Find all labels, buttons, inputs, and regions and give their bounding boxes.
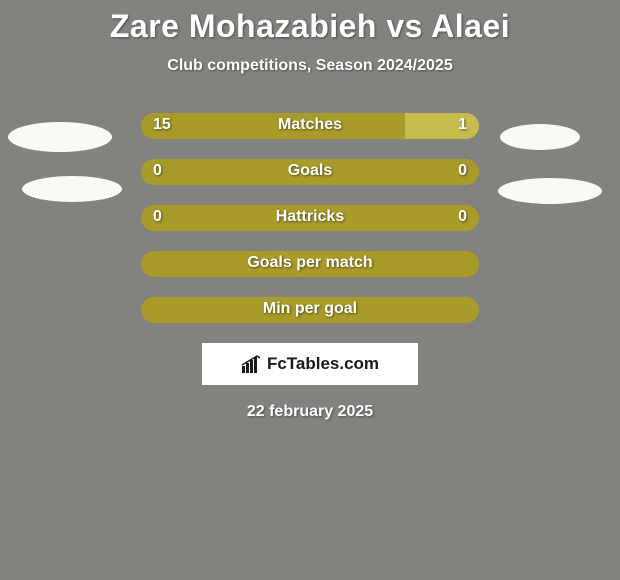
stat-value-right: 0 — [458, 162, 467, 180]
stat-value-left: 0 — [153, 208, 162, 226]
stat-row: Matches151 — [141, 113, 479, 139]
stat-bar-right — [405, 113, 479, 139]
comparison-infographic: Zare Mohazabieh vs Alaei Club competitio… — [0, 0, 620, 580]
logo-text: FcTables.com — [267, 354, 379, 374]
stat-value-left: 15 — [153, 116, 171, 134]
stats-rows: Matches151Goals00Hattricks00Goals per ma… — [0, 113, 620, 323]
stat-bar-left — [141, 297, 479, 323]
stat-value-left: 0 — [153, 162, 162, 180]
stat-value-right: 0 — [458, 208, 467, 226]
stat-value-right: 1 — [458, 116, 467, 134]
stat-bar-left — [141, 113, 405, 139]
page-title: Zare Mohazabieh vs Alaei — [0, 0, 620, 45]
stat-bar-left — [141, 251, 479, 277]
page-subtitle: Club competitions, Season 2024/2025 — [0, 57, 620, 75]
stat-bar-track — [141, 297, 479, 323]
bar-chart-icon — [241, 354, 263, 374]
infographic-date: 22 february 2025 — [0, 403, 620, 421]
stat-bar-track — [141, 205, 479, 231]
stat-bar-track — [141, 159, 479, 185]
stat-bar-track — [141, 113, 479, 139]
stat-row: Goals per match — [141, 251, 479, 277]
stat-bar-left — [141, 205, 479, 231]
stat-bar-track — [141, 251, 479, 277]
stat-bar-left — [141, 159, 479, 185]
fctables-logo: FcTables.com — [202, 343, 418, 385]
stat-row: Hattricks00 — [141, 205, 479, 231]
stat-row: Min per goal — [141, 297, 479, 323]
stat-row: Goals00 — [141, 159, 479, 185]
